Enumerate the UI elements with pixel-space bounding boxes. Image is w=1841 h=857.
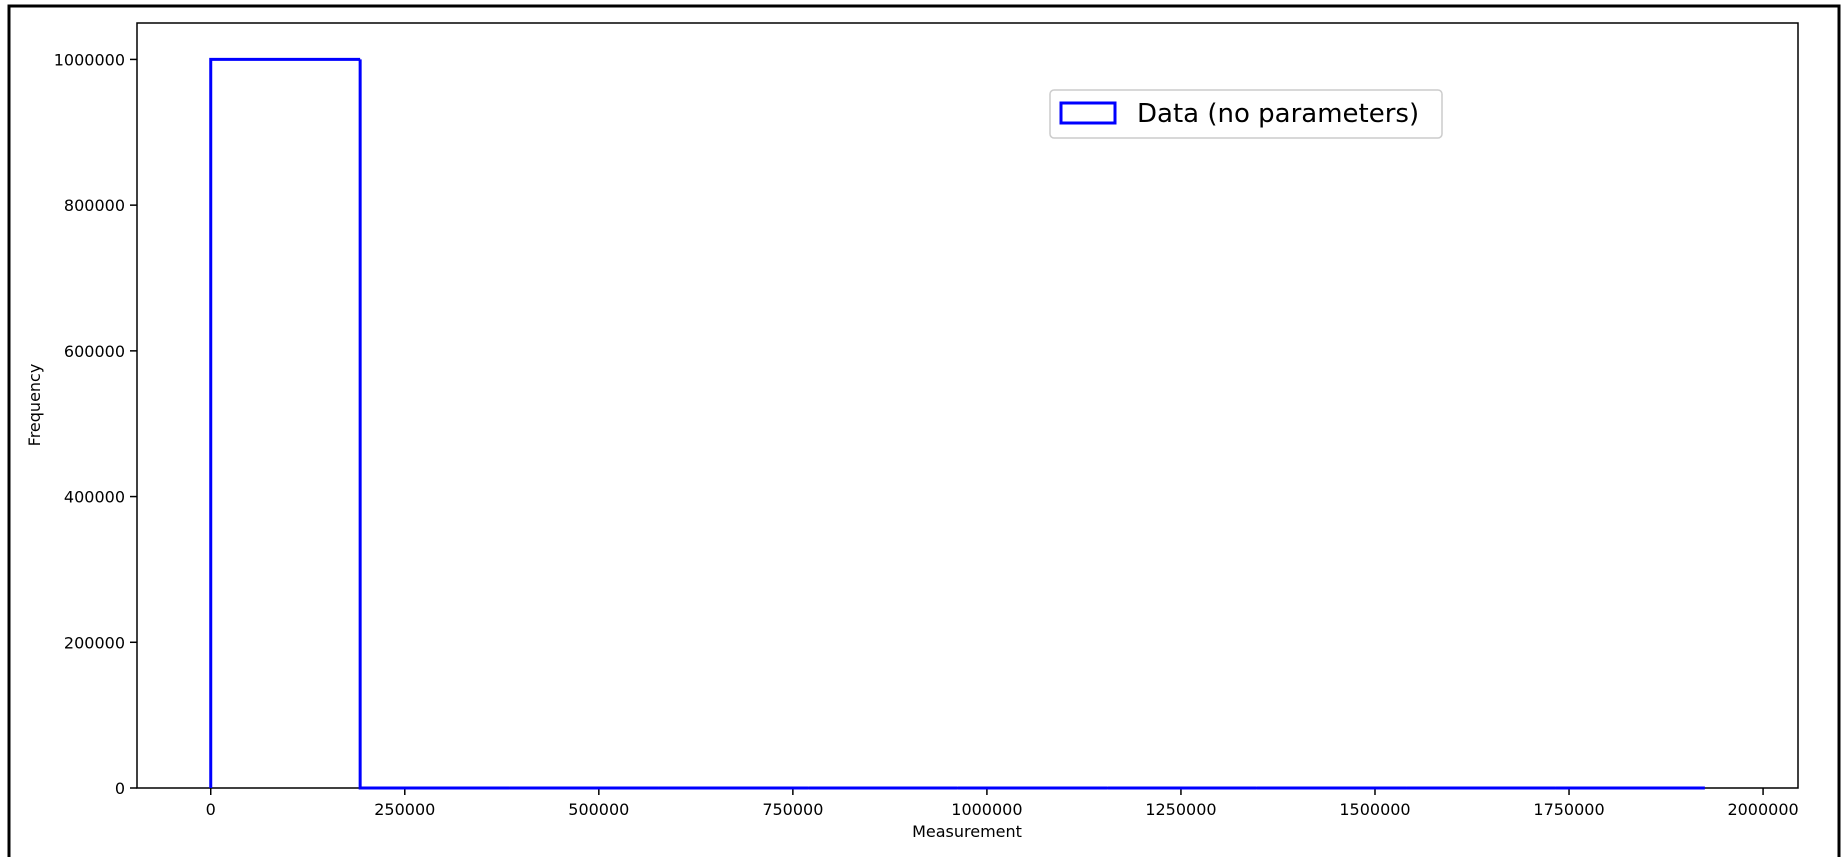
legend: Data (no parameters)	[1049, 89, 1443, 139]
plot-area	[136, 22, 1799, 789]
y-tick-label: 200000	[64, 633, 125, 652]
x-tick-label: 1750000	[1533, 800, 1604, 819]
y-tick-label: 1000000	[54, 50, 125, 69]
histogram-bin	[209, 57, 361, 788]
y-axis-label: Frequency	[25, 364, 44, 447]
y-tick-label: 400000	[64, 488, 125, 507]
x-tick-label: 1500000	[1339, 800, 1410, 819]
y-tick-label: 600000	[64, 342, 125, 361]
x-tick-label: 1250000	[1145, 800, 1216, 819]
histogram-bins	[209, 57, 1705, 790]
legend-label-data: Data (no parameters)	[1137, 99, 1419, 129]
legend-swatch-data	[1059, 101, 1117, 125]
x-tick-label: 500000	[568, 800, 629, 819]
x-tick-label: 0	[206, 800, 216, 819]
x-tick-label: 1000000	[951, 800, 1022, 819]
histogram-bin	[358, 59, 510, 790]
y-axis-ticks: 0 200000 400000 600000 800000 1000000	[54, 50, 137, 798]
x-tick-label: 2000000	[1727, 800, 1798, 819]
x-tick-label: 750000	[762, 800, 823, 819]
legend-box	[1049, 89, 1443, 139]
y-tick-label: 0	[115, 779, 125, 798]
x-axis-label: Measurement	[912, 822, 1022, 841]
y-tick-label: 800000	[64, 196, 125, 215]
figure-frame	[7, 4, 1841, 857]
x-tick-label: 250000	[374, 800, 435, 819]
x-axis-ticks: 0 250000 500000 750000 1000000 1250000 1500000…	[206, 788, 1799, 819]
